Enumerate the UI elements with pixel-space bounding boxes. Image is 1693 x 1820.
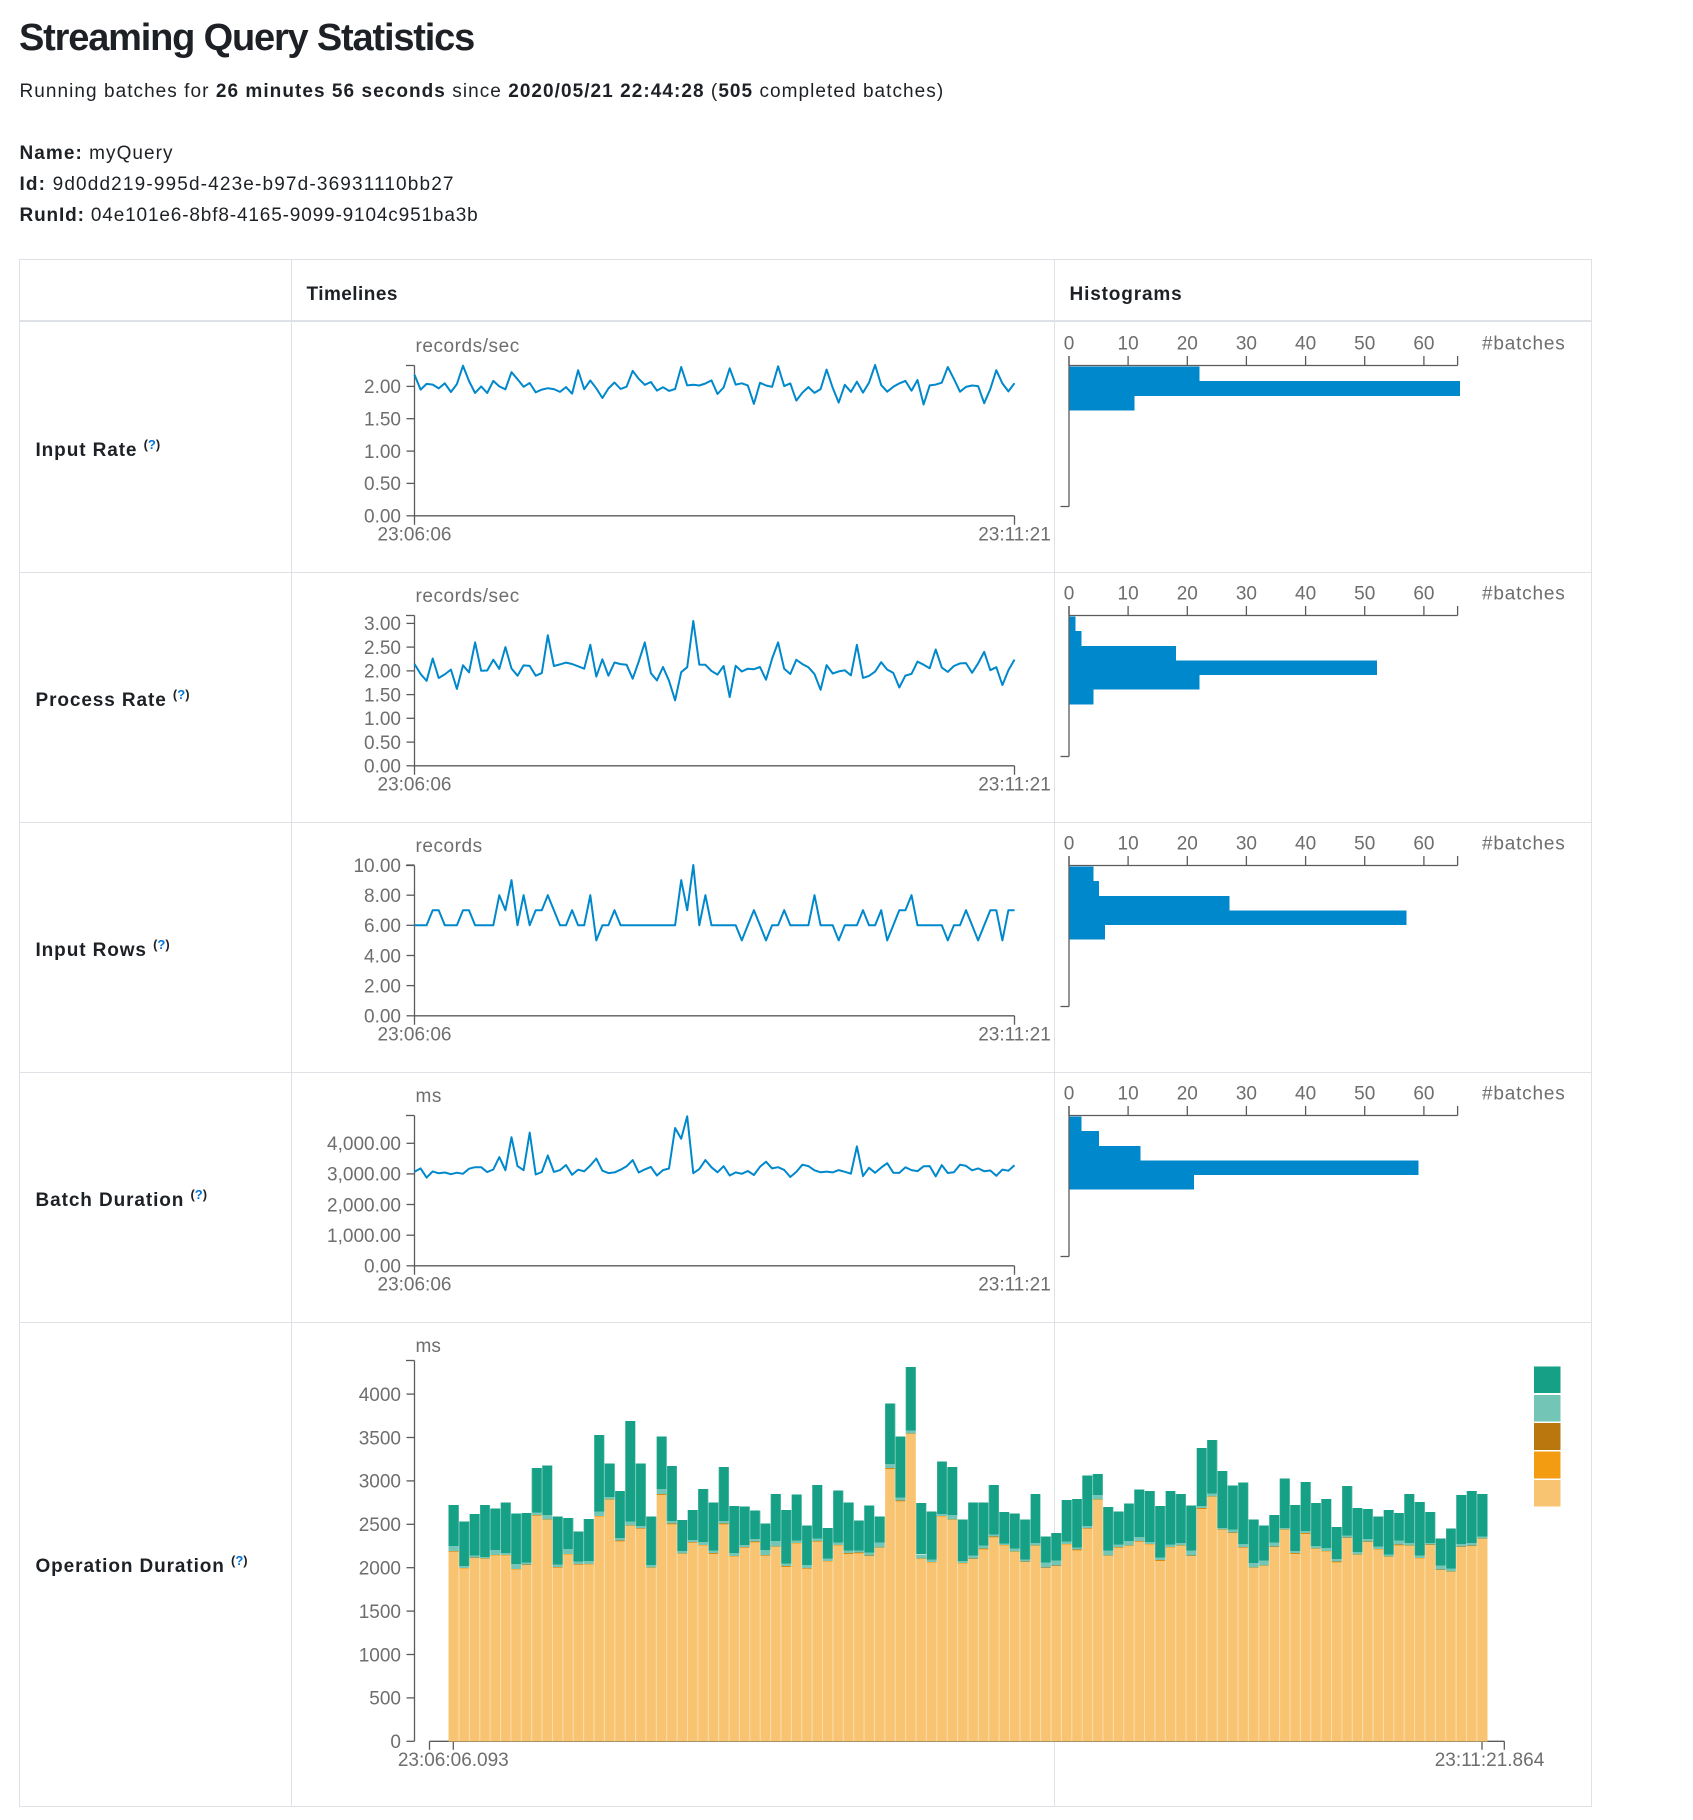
svg-text:40: 40 — [1295, 584, 1316, 605]
svg-text:0.00: 0.00 — [364, 1007, 401, 1028]
svg-text:20: 20 — [1177, 1084, 1198, 1105]
svg-text:50: 50 — [1354, 1084, 1375, 1105]
svg-text:8.00: 8.00 — [364, 886, 401, 907]
svg-text:0: 0 — [1064, 334, 1075, 355]
svg-text:#batches: #batches — [1482, 1084, 1566, 1105]
svg-text:500: 500 — [369, 1689, 401, 1710]
svg-text:40: 40 — [1295, 1084, 1316, 1105]
svg-text:60: 60 — [1413, 584, 1434, 605]
svg-text:20: 20 — [1177, 584, 1198, 605]
svg-text:records/sec: records/sec — [416, 336, 520, 357]
svg-text:23:06:06: 23:06:06 — [378, 1274, 452, 1295]
svg-text:1.50: 1.50 — [364, 685, 401, 706]
svg-text:50: 50 — [1354, 584, 1375, 605]
svg-text:4,000.00: 4,000.00 — [327, 1134, 401, 1155]
svg-text:#batches: #batches — [1482, 834, 1566, 855]
svg-text:2.00: 2.00 — [364, 662, 401, 683]
svg-text:3000: 3000 — [359, 1472, 401, 1493]
svg-text:20: 20 — [1177, 834, 1198, 855]
svg-text:60: 60 — [1413, 834, 1434, 855]
svg-text:23:06:06: 23:06:06 — [378, 524, 452, 545]
svg-text:10: 10 — [1118, 834, 1139, 855]
svg-text:23:11:21.864: 23:11:21.864 — [1435, 1750, 1545, 1771]
svg-text:30: 30 — [1236, 1084, 1257, 1105]
svg-text:3.00: 3.00 — [364, 614, 401, 635]
svg-text:records: records — [416, 836, 483, 857]
svg-text:40: 40 — [1295, 834, 1316, 855]
svg-text:2.00: 2.00 — [364, 377, 401, 398]
svg-text:1,000.00: 1,000.00 — [327, 1226, 401, 1247]
svg-text:2000: 2000 — [359, 1559, 401, 1580]
svg-text:1.50: 1.50 — [364, 410, 401, 431]
svg-text:23:11:21: 23:11:21 — [978, 1274, 1051, 1295]
svg-text:23:06:06.093: 23:06:06.093 — [398, 1750, 509, 1771]
svg-text:30: 30 — [1236, 334, 1257, 355]
svg-text:ms: ms — [416, 1086, 442, 1107]
svg-text:60: 60 — [1413, 334, 1434, 355]
svg-text:0: 0 — [1064, 584, 1075, 605]
svg-text:3500: 3500 — [359, 1428, 401, 1449]
svg-text:3,000.00: 3,000.00 — [327, 1165, 401, 1186]
svg-text:23:06:06: 23:06:06 — [378, 1024, 452, 1045]
svg-text:23:06:06: 23:06:06 — [378, 774, 452, 795]
svg-text:6.00: 6.00 — [364, 916, 401, 937]
svg-text:0: 0 — [1064, 1084, 1075, 1105]
svg-text:2.50: 2.50 — [364, 638, 401, 659]
svg-text:1000: 1000 — [359, 1645, 401, 1666]
svg-text:60: 60 — [1413, 1084, 1434, 1105]
svg-text:1500: 1500 — [359, 1602, 401, 1623]
svg-text:10: 10 — [1118, 334, 1139, 355]
svg-text:2,000.00: 2,000.00 — [327, 1195, 401, 1216]
svg-text:10.00: 10.00 — [353, 856, 401, 877]
svg-text:0.00: 0.00 — [364, 1257, 401, 1278]
svg-text:0.50: 0.50 — [364, 733, 401, 754]
svg-text:0: 0 — [1064, 834, 1075, 855]
svg-text:records/sec: records/sec — [416, 586, 520, 607]
svg-text:2.00: 2.00 — [364, 976, 401, 997]
svg-text:0.00: 0.00 — [364, 757, 401, 778]
svg-text:50: 50 — [1354, 334, 1375, 355]
svg-text:20: 20 — [1177, 334, 1198, 355]
svg-text:1.00: 1.00 — [364, 442, 401, 463]
svg-text:23:11:21: 23:11:21 — [978, 524, 1051, 545]
svg-text:ms: ms — [416, 1336, 441, 1357]
svg-text:30: 30 — [1236, 834, 1257, 855]
svg-text:40: 40 — [1295, 334, 1316, 355]
svg-text:#batches: #batches — [1482, 584, 1566, 605]
svg-text:#batches: #batches — [1482, 334, 1566, 355]
svg-text:23:11:21: 23:11:21 — [978, 1024, 1051, 1045]
svg-text:10: 10 — [1118, 584, 1139, 605]
svg-text:50: 50 — [1354, 834, 1375, 855]
svg-text:4.00: 4.00 — [364, 946, 401, 967]
svg-text:30: 30 — [1236, 584, 1257, 605]
svg-text:4000: 4000 — [359, 1385, 401, 1406]
svg-text:0.00: 0.00 — [364, 507, 401, 528]
svg-text:0.50: 0.50 — [364, 474, 401, 495]
svg-text:10: 10 — [1118, 1084, 1139, 1105]
svg-text:0: 0 — [390, 1732, 401, 1753]
svg-text:23:11:21: 23:11:21 — [978, 774, 1051, 795]
svg-text:1.00: 1.00 — [364, 709, 401, 730]
svg-text:2500: 2500 — [359, 1515, 401, 1536]
